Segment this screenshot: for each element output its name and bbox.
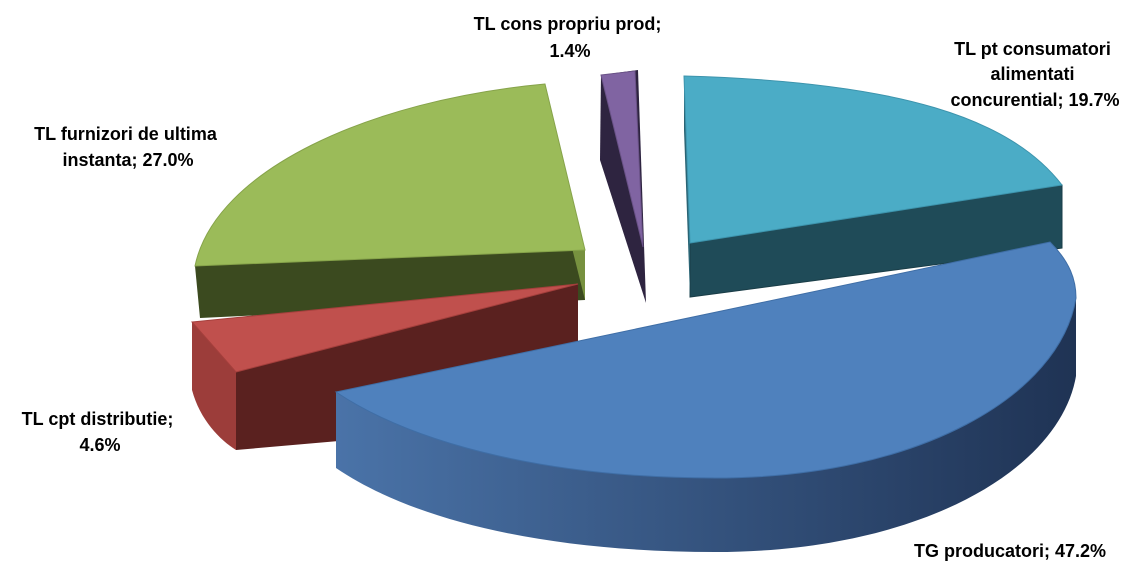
slice-label-line: 4.6% <box>79 435 120 455</box>
pie-slice-furnizori-ultima-instanta <box>194 83 586 318</box>
slice-side <box>192 322 236 450</box>
slice-top <box>190 283 579 373</box>
slice-label-line: instanta; 27.0% <box>62 150 193 170</box>
slice-label-cons-propriu-prod: TL cons propriu prod; 1.4% <box>474 14 667 61</box>
slice-top <box>194 83 586 267</box>
slice-top <box>683 75 1063 244</box>
pie-slice-tg-producatori <box>334 241 1077 552</box>
slice-top <box>600 70 644 248</box>
pie-slice-cons-propriu-prod <box>600 70 646 303</box>
slice-label-line: TG producatori; 47.2% <box>914 541 1106 561</box>
slice-label-line: concurential; 19.7% <box>950 90 1119 110</box>
slice-label-line: TL pt consumatori <box>954 39 1111 59</box>
slice-label-line: alimentati <box>990 64 1074 84</box>
slice-side <box>336 298 1076 552</box>
slice-label-furnizori-ultima-instanta: TL furnizori de ultima instanta; 27.0% <box>34 124 222 170</box>
slice-label-tg-producatori: TG producatori; 47.2% <box>914 541 1106 561</box>
slice-label-consumatori-concurential: TL pt consumatori alimentati concurentia… <box>950 39 1119 110</box>
slice-label-line: 1.4% <box>549 41 590 61</box>
slice-label-line: TL furnizori de ultima <box>34 124 218 144</box>
slice-top <box>334 241 1077 479</box>
slice-label-cpt-distributie: TL cpt distributie; 4.6% <box>22 409 179 455</box>
pie-slice-consumatori-concurential <box>683 75 1063 298</box>
slice-label-line: TL cons propriu prod; <box>474 14 662 34</box>
slice-label-line: TL cpt distributie; <box>22 409 174 429</box>
